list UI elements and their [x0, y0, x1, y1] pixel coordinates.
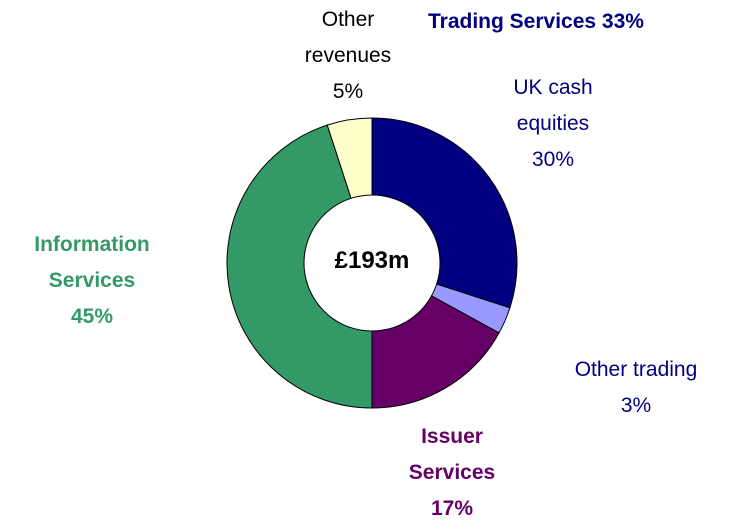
value-label: 30%: [531, 148, 575, 171]
category-label: Other revenues: [304, 8, 392, 67]
segment-label: Issuer Services 17%: [397, 419, 507, 526]
annotation: Trading Services 33%: [428, 10, 644, 33]
donut-segment: [371, 295, 500, 409]
donut-segment: [430, 283, 511, 334]
category-label: Other trading: [574, 358, 698, 381]
value-label: 17%: [430, 497, 474, 520]
segment-label: Other trading 3%: [536, 352, 736, 424]
value-label: 45%: [70, 305, 114, 328]
donut-segment: [371, 117, 518, 309]
category-label: Issuer Services: [408, 425, 496, 484]
center-label: £193m: [335, 247, 410, 274]
value-label: 3%: [620, 394, 652, 417]
segment-label: UK cash equities 30%: [503, 70, 603, 178]
category-label: Information Services: [34, 233, 150, 292]
category-label: UK cash equities: [513, 76, 593, 135]
donut-segment: [226, 124, 373, 409]
segment-label: Information Services 45%: [7, 227, 177, 335]
value-label: 5%: [332, 80, 364, 103]
segment-label: Other revenues 5%: [298, 2, 398, 110]
